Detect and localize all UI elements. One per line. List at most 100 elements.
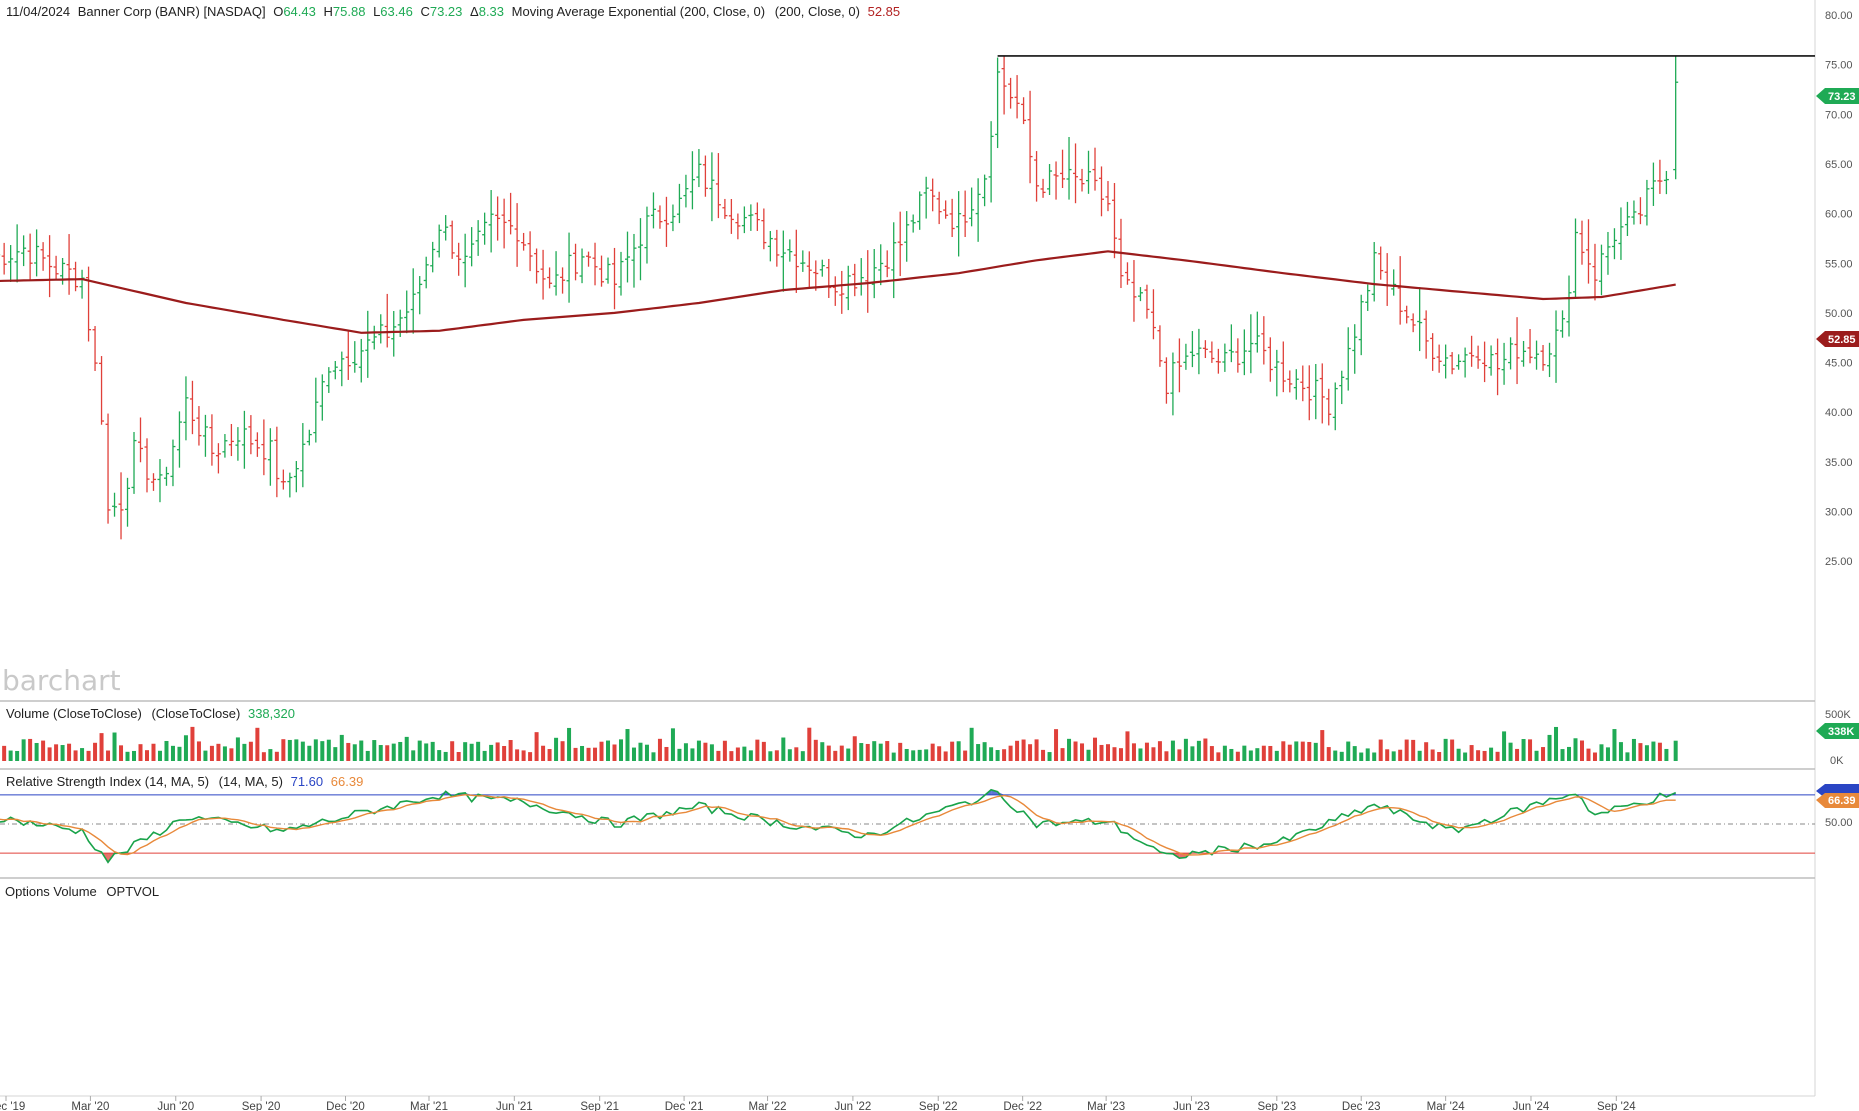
volume-bar [1112, 747, 1117, 761]
ohlc-bar [741, 206, 747, 234]
volume-bar [904, 748, 909, 761]
ohlc-bar [1, 242, 7, 275]
volume-bar [664, 746, 669, 761]
ohlc-bar [560, 267, 566, 294]
volume-bar [963, 750, 968, 761]
ohlc-bar [1040, 178, 1046, 198]
volume-tick-0k: 0K [1830, 755, 1844, 767]
date-tick-label: Sep '22 [919, 1101, 958, 1111]
volume-bar [696, 740, 701, 761]
volume-bar [722, 740, 727, 761]
volume-bar [1579, 740, 1584, 761]
volume-bar [1411, 739, 1416, 761]
ohlc-bar [547, 267, 553, 289]
ohlc-bar [1579, 220, 1585, 265]
ohlc-bar [1124, 262, 1130, 285]
volume-bar [528, 752, 533, 761]
date-tick-label: Dec '22 [1003, 1101, 1042, 1111]
ohlc-bar [157, 459, 163, 503]
volume-bar [638, 742, 643, 761]
ohlc-bar [267, 428, 273, 486]
volume-bar [106, 750, 111, 761]
volume-bar [8, 750, 13, 761]
volume-bar [1352, 746, 1357, 761]
volume-bar [1294, 741, 1299, 761]
volume-bar [1644, 745, 1649, 761]
volume-bar [1281, 741, 1286, 761]
date-tick-label: Mar '20 [71, 1101, 109, 1111]
ohlc-bar [657, 205, 663, 229]
ohlc-bar [1443, 344, 1449, 379]
volume-bar [807, 727, 812, 761]
ohlc-bar [170, 439, 176, 487]
volume-bar [826, 745, 831, 761]
ohlc-bar [449, 220, 455, 259]
ohlc-bar [1339, 370, 1345, 405]
ohlc-bar [819, 259, 825, 277]
volume-bar [482, 750, 487, 761]
ohlc-bar [858, 258, 864, 296]
ohlc-bar [1358, 294, 1364, 356]
volume-bar [586, 747, 591, 761]
ohlc-bar [696, 149, 702, 188]
ohlc-bar [521, 232, 527, 251]
volume-bar [1586, 748, 1591, 761]
header-ma-label: Moving Average Exponential (200, Close, … [512, 4, 765, 19]
ohlc-bar [319, 374, 325, 421]
volume-bar [1021, 739, 1026, 761]
ohlc-bar [988, 121, 994, 203]
ohlc-bar [1384, 253, 1390, 306]
ohlc-bar [410, 268, 416, 334]
ohlc-bar [1371, 242, 1377, 302]
ohlc-bar [917, 191, 923, 230]
ohlc-bar [1209, 341, 1215, 363]
header-date: 11/04/2024 [6, 4, 70, 19]
ohlc-bar [1352, 324, 1358, 374]
volume-bar [326, 739, 331, 761]
volume-bar [1365, 748, 1370, 761]
volume-bar [1086, 749, 1091, 761]
ohlc-bar [1248, 314, 1254, 374]
date-tick-label: Mar '21 [410, 1101, 448, 1111]
ohlc-bar [300, 423, 306, 488]
ohlc-bar [871, 249, 877, 299]
ohlc-bar [865, 250, 871, 313]
volume-bar [1605, 747, 1610, 761]
volume-bar [644, 744, 649, 761]
price-tick-label: 70.00 [1825, 109, 1853, 121]
volume-bar [1320, 730, 1325, 761]
ohlc-bar [637, 218, 643, 281]
ohlc-bar [897, 211, 903, 277]
ohlc-bar [1228, 324, 1234, 363]
ohlc-bar [599, 255, 605, 287]
volume-bar [41, 740, 46, 761]
volume-bar [567, 727, 572, 761]
ohlc-bar [144, 438, 150, 493]
volume-bar [735, 747, 740, 761]
ohlc-bar [534, 248, 540, 284]
volume-bar [1541, 747, 1546, 761]
ohlc-bar [332, 360, 338, 380]
volume-bar [80, 748, 85, 761]
ohlc-bar [293, 461, 299, 493]
ohlc-bar [469, 227, 475, 267]
ohlc-bar [650, 192, 656, 229]
ohlc-bar [1079, 168, 1085, 192]
volume-bar [599, 741, 604, 761]
ohlc-bar [1404, 305, 1410, 324]
ohlc-bar [125, 477, 131, 527]
volume-bar [1567, 746, 1572, 761]
volume-bar [1067, 738, 1072, 761]
ohlc-bar [1673, 55, 1679, 180]
ohlc-bar [1111, 183, 1117, 259]
volume-bar [761, 741, 766, 761]
volume-bar [547, 749, 552, 761]
volume-bar [60, 745, 65, 761]
volume-bar [430, 741, 435, 761]
ohlc-bar [254, 432, 260, 457]
ohlc-bar [689, 151, 695, 210]
ohlc-bar [1488, 345, 1494, 376]
volume-bar [1573, 738, 1578, 761]
ohlc-bar [1495, 338, 1501, 396]
volume-bar [1138, 748, 1143, 761]
